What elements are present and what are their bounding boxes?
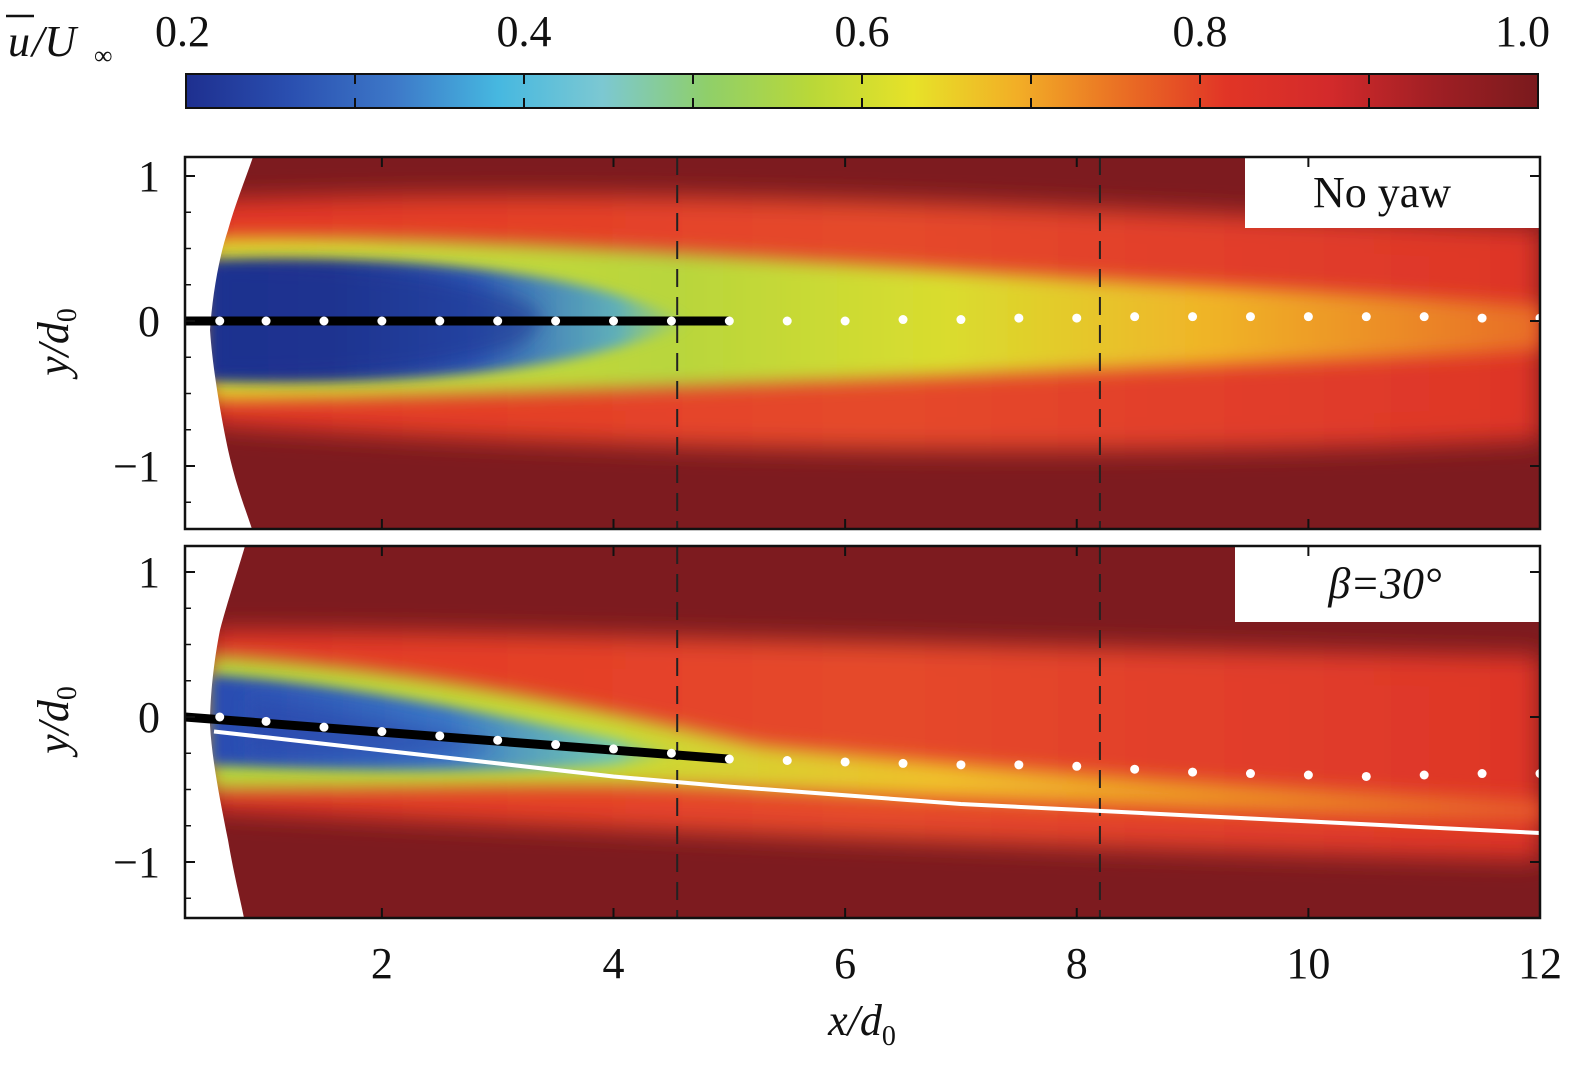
panel-top-ylabel: y/d0 [29, 308, 83, 380]
y-tick-label: −1 [113, 838, 160, 887]
colorbar-ticks [354, 74, 1370, 108]
wake-center-dot [493, 735, 503, 745]
wake-center-dot [377, 727, 387, 736]
panel-bottom-label: β=30° [1327, 559, 1441, 608]
wake-center-dot [319, 316, 329, 326]
wake-center-dot [724, 316, 734, 326]
wake-center-dot [666, 316, 676, 326]
no-data-region [185, 157, 253, 529]
panel-top-label: No yaw [1313, 168, 1451, 217]
wake-center-dot [782, 316, 792, 326]
panel-bottom: β=30° 1 0 −1 y/d0 [29, 544, 1545, 920]
turbine-axis-line [184, 712, 730, 764]
y-axis-label-top: y/d0 [29, 308, 83, 380]
wake-center-dot [1419, 770, 1429, 780]
wake-center-dot [782, 756, 792, 765]
colorbar-tick-labels: 0.2 0.4 0.6 0.8 1.0 [155, 7, 1550, 56]
wake-center-dot [1072, 313, 1082, 323]
colorbar: u /U ∞ 0.2 0.4 0.6 0.8 1.0 [6, 7, 1550, 109]
wake-center-dot [435, 316, 445, 326]
panel-top-frame [183, 155, 1542, 531]
x-axis-ticks: 2 4 6 8 10 12 [371, 939, 1562, 988]
wake-trajectory-line [213, 729, 1541, 835]
wake-center-dot [840, 757, 850, 767]
wake-center-dot [956, 760, 966, 770]
wake-center-dot [493, 316, 503, 326]
y-tick-label: 0 [138, 693, 160, 742]
wake-center-dot [724, 754, 734, 764]
wake-center-dot [1245, 769, 1255, 779]
wake-center-dot [1477, 769, 1487, 779]
wake-center-dot [1014, 313, 1024, 323]
y-tick-label: −1 [113, 442, 160, 491]
wake-center-dot [1303, 770, 1313, 780]
panel-bottom-ylabel: y/d0 [29, 686, 83, 758]
panel-bottom-field [185, 546, 1540, 918]
x-axis-label: x/d0 [827, 996, 896, 1052]
wake-center-dot [666, 748, 676, 758]
wake-center-dot [609, 744, 619, 754]
wake-center-dot [1130, 312, 1140, 322]
panel-top-label-box [1245, 158, 1540, 228]
colorbar-tick-label: 0.4 [497, 7, 552, 56]
wake-center-dot [609, 316, 619, 326]
wake-center-dot [898, 758, 908, 768]
y-tick-label: 1 [138, 548, 160, 597]
x-tick-label: 10 [1286, 939, 1330, 988]
wake-center-dot [1245, 312, 1255, 322]
wake-center-dot [551, 740, 561, 750]
y-tick-label: 1 [138, 152, 160, 201]
wake-center-dot [956, 315, 966, 325]
wake-center-dot [1188, 767, 1198, 777]
wake-center-dot [261, 716, 271, 726]
wake-center-dot [1130, 764, 1140, 774]
y-axis-label-bottom: y/d0 [29, 686, 83, 758]
wake-center-dot [435, 731, 445, 741]
wake-center-dot [261, 316, 271, 326]
panel-top: No yaw 1 0 −1 y/d0 [29, 152, 1545, 531]
wake-center-dot [1303, 312, 1313, 322]
colorbar-label-infinity: ∞ [94, 41, 113, 70]
colorbar-tick-label: 0.2 [155, 7, 210, 56]
panel-top-overlay [185, 157, 1545, 529]
panel-bottom-label-box [1235, 547, 1540, 622]
wake-center-dot [319, 722, 329, 732]
wake-center-dot [215, 316, 225, 326]
panel-top-y-ticks: 1 0 −1 [113, 152, 1540, 503]
panel-bottom-frame [183, 544, 1542, 920]
wake-center-dot [1477, 313, 1487, 323]
x-tick-label: 12 [1518, 939, 1562, 988]
wake-center-dot [840, 316, 850, 326]
x-tick-label: 2 [371, 939, 393, 988]
wake-center-dot [215, 712, 225, 722]
colorbar-tick-label: 0.6 [835, 7, 890, 56]
wake-center-dot [1072, 761, 1082, 771]
wake-center-dot [1014, 760, 1024, 770]
colorbar-label-u: u [8, 17, 30, 66]
colorbar-tick-label: 1.0 [1495, 7, 1550, 56]
wake-center-dot [1419, 312, 1429, 322]
colorbar-label-slash-U: /U [29, 17, 79, 66]
wake-center-dot [1361, 771, 1371, 781]
x-tick-label: 8 [1066, 939, 1088, 988]
wake-center-dot [551, 316, 561, 326]
wake-center-dot [1361, 312, 1371, 322]
y-tick-label: 0 [138, 297, 160, 346]
x-tick-label: 6 [834, 939, 856, 988]
panel-bottom-y-ticks: 1 0 −1 [113, 548, 1540, 899]
wake-center-dot [377, 316, 387, 326]
colorbar-tick-label: 0.8 [1173, 7, 1228, 56]
wake-center-dot [898, 315, 908, 325]
shear-layer-region [210, 655, 1540, 822]
x-tick-label: 4 [603, 939, 625, 988]
no-data-region [185, 546, 245, 918]
wake-center-dot [1188, 312, 1198, 322]
